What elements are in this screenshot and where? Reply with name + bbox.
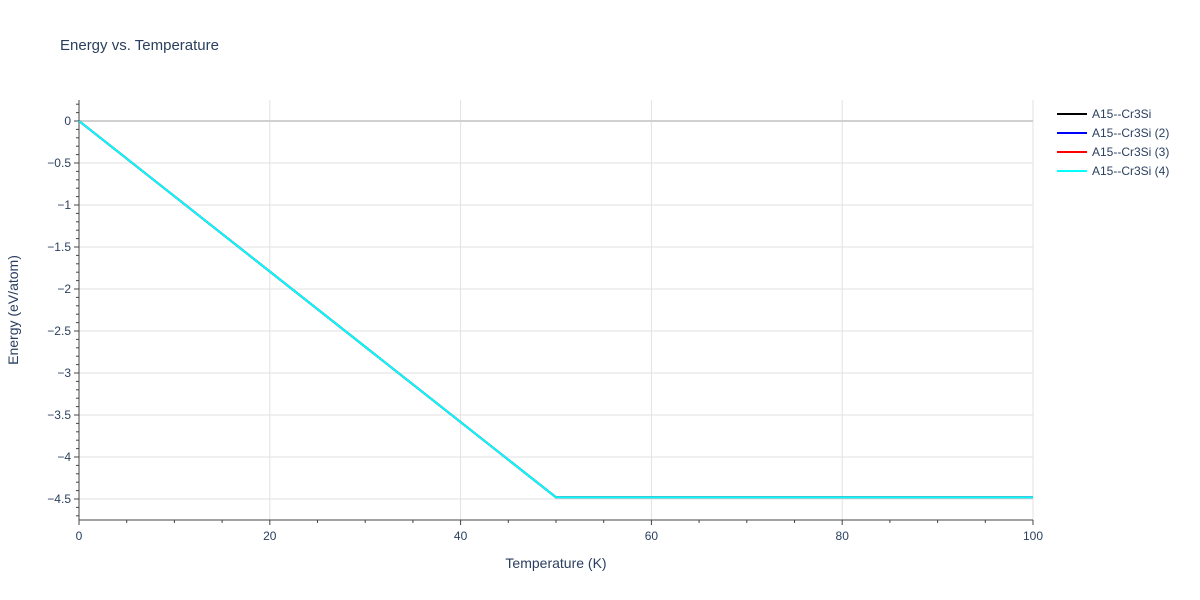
series-line-3 [78, 120, 1033, 499]
x-axis-title: Temperature (K) [505, 555, 606, 571]
legend-item-2[interactable]: A15--Cr3Si (2) [1057, 126, 1169, 140]
x-tick-label: 0 [76, 529, 83, 543]
y-tick-label: −2 [57, 282, 71, 296]
y-tick-label: −4.5 [47, 492, 71, 506]
series-group [78, 120, 1033, 499]
y-tick-label: −1 [57, 198, 71, 212]
y-tick-label: −0.5 [47, 156, 71, 170]
series-line-2 [78, 120, 1033, 499]
y-tick-label: −4 [57, 450, 71, 464]
legend-label: A15--Cr3Si (4) [1092, 164, 1169, 178]
x-tick-label: 80 [836, 529, 850, 543]
y-axis-title: Energy (eV/atom) [5, 255, 21, 365]
chart-title: Energy vs. Temperature [60, 37, 219, 54]
grid [79, 100, 1034, 520]
legend-item-3[interactable]: A15--Cr3Si (3) [1057, 145, 1169, 159]
series-line-1 [78, 120, 1033, 499]
y-tick-label: −3.5 [47, 408, 71, 422]
legend-label: A15--Cr3Si (3) [1092, 145, 1169, 159]
legend-label: A15--Cr3Si (2) [1092, 126, 1169, 140]
legend-label: A15--Cr3Si [1092, 107, 1151, 121]
series-line-4 [78, 120, 1033, 499]
y-tick-label: −1.5 [47, 240, 71, 254]
y-tick-label: 0 [64, 114, 71, 128]
legend-item-4[interactable]: A15--Cr3Si (4) [1057, 164, 1169, 178]
legend[interactable]: A15--Cr3Si A15--Cr3Si (2) A15--Cr3Si (3) A1… [1057, 107, 1169, 178]
legend-item-1[interactable]: A15--Cr3Si [1057, 107, 1151, 121]
x-tick-label: 20 [263, 529, 277, 543]
axes: 0 20 40 60 80 100 0 −0.5 −1 −1.5 −2 −2.5 −3 −3.5 −4 −4.… [47, 100, 1043, 543]
x-tick-label: 40 [454, 529, 468, 543]
x-tick-label: 60 [645, 529, 659, 543]
y-tick-label: −2.5 [47, 324, 71, 338]
y-tick-label: −3 [57, 366, 71, 380]
x-tick-label: 100 [1023, 529, 1043, 543]
